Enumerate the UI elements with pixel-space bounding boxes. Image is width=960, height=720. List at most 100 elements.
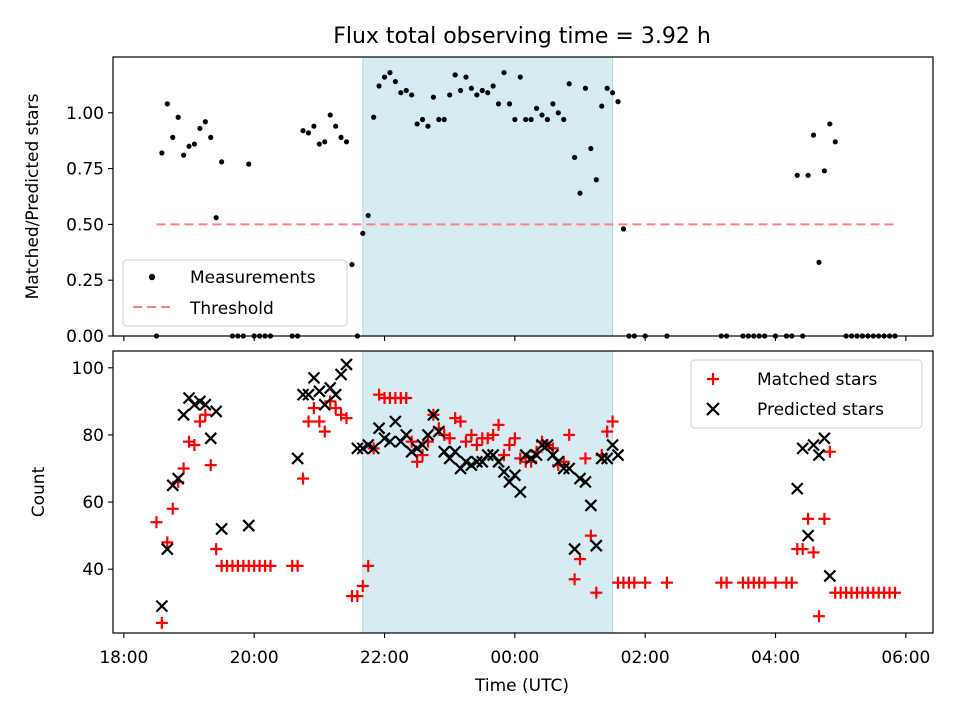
matched-star-point <box>264 560 276 572</box>
measurement-point <box>621 226 626 231</box>
matched-star-point <box>194 416 206 428</box>
matched-star-point <box>210 543 222 555</box>
matched-star-point <box>308 402 320 414</box>
predicted-star-point <box>330 389 341 400</box>
x-tick-label: 20:00 <box>230 648 279 668</box>
measurement-point <box>827 121 832 126</box>
predicted-star-point <box>303 389 314 400</box>
legend-measurements-marker <box>149 274 155 280</box>
measurement-point <box>474 92 479 97</box>
predicted-star-point <box>298 389 309 400</box>
measurement-point <box>572 155 577 160</box>
predicted-star-point <box>216 523 227 534</box>
predicted-star-point <box>613 450 624 461</box>
measurement-point <box>186 144 191 149</box>
measurement-point <box>192 141 197 146</box>
predicted-star-point <box>200 399 211 410</box>
measurement-point <box>371 115 376 120</box>
measurement-point <box>431 95 436 100</box>
measurement-point <box>463 74 468 79</box>
measurement-point <box>306 130 311 135</box>
measurement-point <box>338 135 343 140</box>
matched-star-point <box>178 463 190 475</box>
top-y-tick-label: 0.75 <box>66 160 104 180</box>
predicted-star-point <box>341 359 352 370</box>
predicted-star-point <box>292 453 303 464</box>
measurement-point <box>491 83 496 88</box>
measurement-point <box>567 81 572 86</box>
matched-star-point <box>639 577 651 589</box>
measurement-point <box>447 92 452 97</box>
matched-star-point <box>770 577 782 589</box>
measurement-point <box>415 121 420 126</box>
top-y-axis: 0.000.250.500.751.00 <box>66 104 113 347</box>
measurement-point <box>485 90 490 95</box>
measurement-point <box>246 162 251 167</box>
measurement-point <box>583 86 588 91</box>
measurement-point <box>442 117 447 122</box>
matched-star-point <box>813 610 825 622</box>
matched-star-point <box>313 416 325 428</box>
measurement-point <box>317 141 322 146</box>
measurement-point <box>360 231 365 236</box>
matched-star-point <box>797 543 809 555</box>
matched-star-point <box>302 416 314 428</box>
predicted-star-point <box>352 443 363 454</box>
measurement-point <box>523 117 528 122</box>
measurement-point <box>501 70 506 75</box>
measurement-point <box>594 177 599 182</box>
measurement-point <box>393 79 398 84</box>
chart-title: Flux total observing time = 3.92 h <box>333 24 711 49</box>
measurement-point <box>545 117 550 122</box>
predicted-star-point <box>243 520 254 531</box>
bottom-legend: Matched stars Predicted stars <box>691 360 922 428</box>
legend-threshold-label: Threshold <box>189 299 274 319</box>
predicted-star-point <box>808 440 819 451</box>
measurement-point <box>328 112 333 117</box>
x-tick-label: 02:00 <box>621 648 670 668</box>
measurement-point <box>556 110 561 115</box>
top-y-axis-label: Matched/Predicted stars <box>23 93 43 299</box>
predicted-star-point <box>813 450 824 461</box>
measurement-point <box>453 72 458 77</box>
measurement-point <box>469 86 474 91</box>
x-tick-label: 04:00 <box>751 648 800 668</box>
matched-star-point <box>786 577 798 589</box>
measurement-point <box>811 133 816 138</box>
measurement-point <box>387 70 392 75</box>
measurement-point <box>496 101 501 106</box>
bottom-y-axis: 406080100 <box>72 359 113 580</box>
predicted-star-point <box>178 409 189 420</box>
measurement-point <box>197 126 202 131</box>
matched-star-point <box>205 459 217 471</box>
measurement-point <box>588 146 593 151</box>
measurement-point <box>203 119 208 124</box>
predicted-star-point <box>819 433 830 444</box>
measurement-point <box>605 86 610 91</box>
predicted-star-point <box>797 443 808 454</box>
matched-star-point <box>661 577 673 589</box>
matched-star-point <box>319 426 331 438</box>
matched-star-point <box>802 513 814 525</box>
measurement-point <box>507 101 512 106</box>
x-tick-label: 06:00 <box>881 648 930 668</box>
top-y-tick-label: 0.00 <box>66 327 104 347</box>
measurement-point <box>795 173 800 178</box>
figure: Flux total observing time = 3.92 h 0.00 0… <box>0 0 960 720</box>
measurement-point <box>170 135 175 140</box>
matched-star-point <box>889 587 901 599</box>
measurement-point <box>409 92 414 97</box>
top-observing-window-shade <box>363 57 613 336</box>
matched-star-point <box>330 402 342 414</box>
top-y-tick-label: 0.50 <box>66 215 104 235</box>
predicted-star-point <box>205 433 216 444</box>
measurement-point <box>529 117 534 122</box>
measurement-point <box>382 74 387 79</box>
matched-star-point <box>156 617 168 629</box>
predicted-star-point <box>156 601 167 612</box>
predicted-star-point <box>308 372 319 383</box>
measurement-point <box>534 106 539 111</box>
measurement-point <box>181 153 186 158</box>
matched-star-point <box>628 577 640 589</box>
measurement-point <box>214 215 219 220</box>
